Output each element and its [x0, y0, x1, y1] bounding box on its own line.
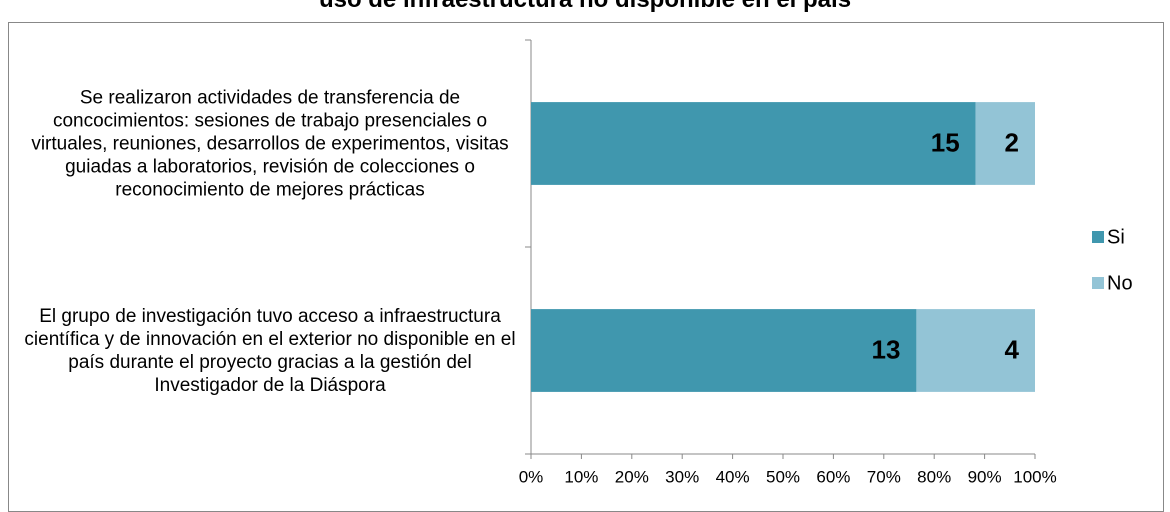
legend-label: Si	[1107, 226, 1125, 248]
legend-swatch	[1092, 231, 1104, 243]
x-tick-label: 0%	[519, 467, 544, 486]
category-label: El grupo de investigación tuvo acceso a …	[24, 305, 516, 396]
data-label: 13	[871, 334, 900, 364]
bar-segment	[916, 309, 1035, 392]
x-tick-label: 40%	[716, 467, 750, 486]
data-label: 4	[1005, 334, 1020, 364]
x-tick-label: 20%	[615, 467, 649, 486]
x-tick-label: 10%	[564, 467, 598, 486]
legend-swatch	[1092, 277, 1104, 289]
x-tick-label: 70%	[867, 467, 901, 486]
x-tick-label: 30%	[665, 467, 699, 486]
bar-segment	[531, 309, 917, 392]
x-tick-label: 80%	[917, 467, 951, 486]
chart-title: uso de infraestructura no disponible en …	[0, 0, 1170, 14]
x-tick-label: 50%	[766, 467, 800, 486]
bar-segment	[531, 102, 976, 185]
x-tick-label: 100%	[1013, 467, 1056, 486]
x-tick-label: 90%	[968, 467, 1002, 486]
x-tick-label: 60%	[816, 467, 850, 486]
bar-segment	[975, 102, 1035, 185]
chart: 0% 10% 20% 30% 40% 50% 60% 70% 80% 90% 100% 15 2 13 4 S…	[519, 39, 1133, 486]
legend-label: No	[1107, 272, 1133, 294]
data-label: 15	[931, 127, 960, 157]
data-label: 2	[1005, 127, 1019, 157]
category-label: Se realizaron actividades de transferenc…	[31, 87, 509, 200]
